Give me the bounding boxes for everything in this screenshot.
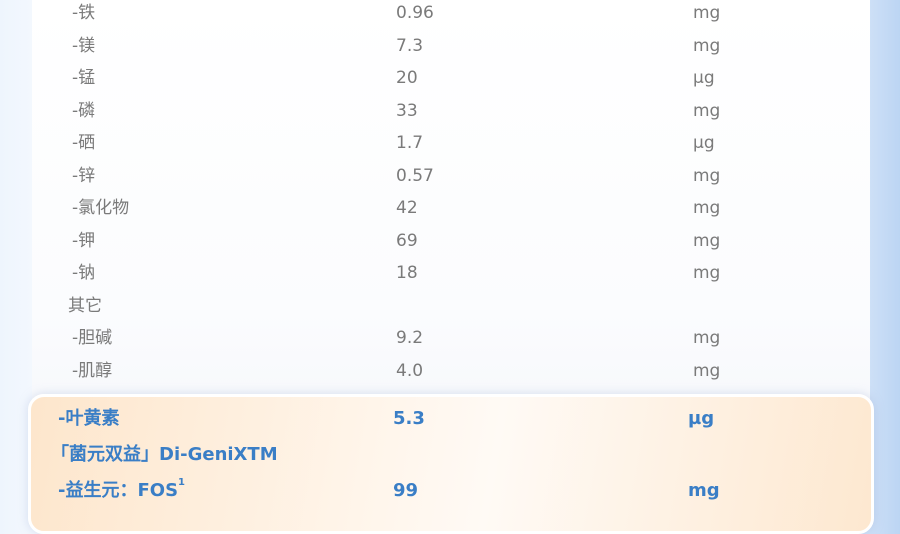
- nutrient-unit: mg: [693, 230, 721, 251]
- nutrient-unit: mg: [688, 480, 720, 501]
- nutrient-value: 7.3: [396, 35, 424, 56]
- footnote-marker: 1: [178, 477, 186, 488]
- nutrient-name: 「菌元双益」Di-GeniXTM: [51, 444, 278, 465]
- nutrient-unit: mg: [693, 3, 721, 23]
- nutrient-name: -钾: [72, 230, 96, 251]
- nutrient-name: -锰: [72, 68, 96, 88]
- nutrient-unit: mg: [693, 360, 721, 381]
- table-row: -氯化物 42 mg: [32, 192, 870, 224]
- nutrient-unit: mg: [693, 165, 721, 186]
- nutrient-name: -铁: [72, 3, 96, 23]
- nutrient-value: 1.7: [396, 133, 424, 153]
- nutrient-name: 其它: [68, 295, 102, 316]
- highlight-row: -益生元：FOS1 99 mg: [31, 473, 871, 509]
- nutrient-unit: mg: [693, 328, 721, 348]
- nutrient-value: 18: [396, 263, 418, 283]
- table-row: -锰 20 µg: [32, 62, 870, 94]
- table-row: -钠 18 mg: [32, 257, 870, 289]
- nutrient-unit: mg: [693, 35, 721, 56]
- table-row: 其它: [32, 290, 870, 322]
- table-row: -磷 33 mg: [32, 95, 870, 127]
- table-row: -铁 0.96 mg: [32, 0, 870, 29]
- nutrient-value: 33: [396, 100, 418, 121]
- table-row: -硒 1.7 µg: [32, 127, 870, 159]
- nutrient-unit: mg: [693, 263, 721, 283]
- nutrient-value: 69: [396, 230, 418, 251]
- nutrient-unit: µg: [688, 408, 715, 429]
- nutrient-unit: mg: [693, 198, 721, 218]
- nutrient-value: 0.96: [396, 3, 434, 23]
- table-row: -锌 0.57 mg: [32, 160, 870, 192]
- nutrient-unit: µg: [693, 133, 715, 153]
- table-row: -肌醇 4.0 mg: [32, 355, 870, 387]
- nutrient-name: -胆碱: [72, 328, 113, 348]
- highlight-row: -叶黄素 5.3 µg: [31, 401, 871, 437]
- nutrient-name: -镁: [72, 35, 96, 56]
- nutrient-value: 9.2: [396, 328, 424, 348]
- nutrient-name: -锌: [72, 165, 96, 186]
- nutrient-unit: µg: [693, 68, 715, 88]
- table-row: -钾 69 mg: [32, 225, 870, 257]
- nutrient-name: -磷: [72, 100, 96, 121]
- nutrient-value: 42: [396, 198, 418, 218]
- highlight-row: 「菌元双益」Di-GeniXTM: [31, 437, 871, 473]
- nutrient-value: 20: [396, 68, 418, 88]
- table-row: -镁 7.3 mg: [32, 30, 870, 62]
- nutrient-unit: mg: [693, 100, 721, 121]
- nutrient-name: -叶黄素: [58, 408, 120, 429]
- nutrient-name: -肌醇: [72, 360, 113, 381]
- nutrient-name: -氯化物: [72, 198, 130, 218]
- table-row: -胆碱 9.2 mg: [32, 322, 870, 354]
- nutrient-name: -益生元：FOS1: [58, 477, 186, 501]
- nutrient-value: 4.0: [396, 360, 424, 381]
- nutrient-value: 99: [393, 480, 419, 501]
- nutrient-value: 0.57: [396, 165, 434, 186]
- nutrient-name: -硒: [72, 133, 96, 153]
- highlight-panel: -叶黄素 5.3 µg 「菌元双益」Di-GeniXTM -益生元：FOS1 99 mg: [28, 394, 874, 534]
- nutrient-value: 5.3: [393, 408, 425, 429]
- nutrient-name: -钠: [72, 263, 96, 283]
